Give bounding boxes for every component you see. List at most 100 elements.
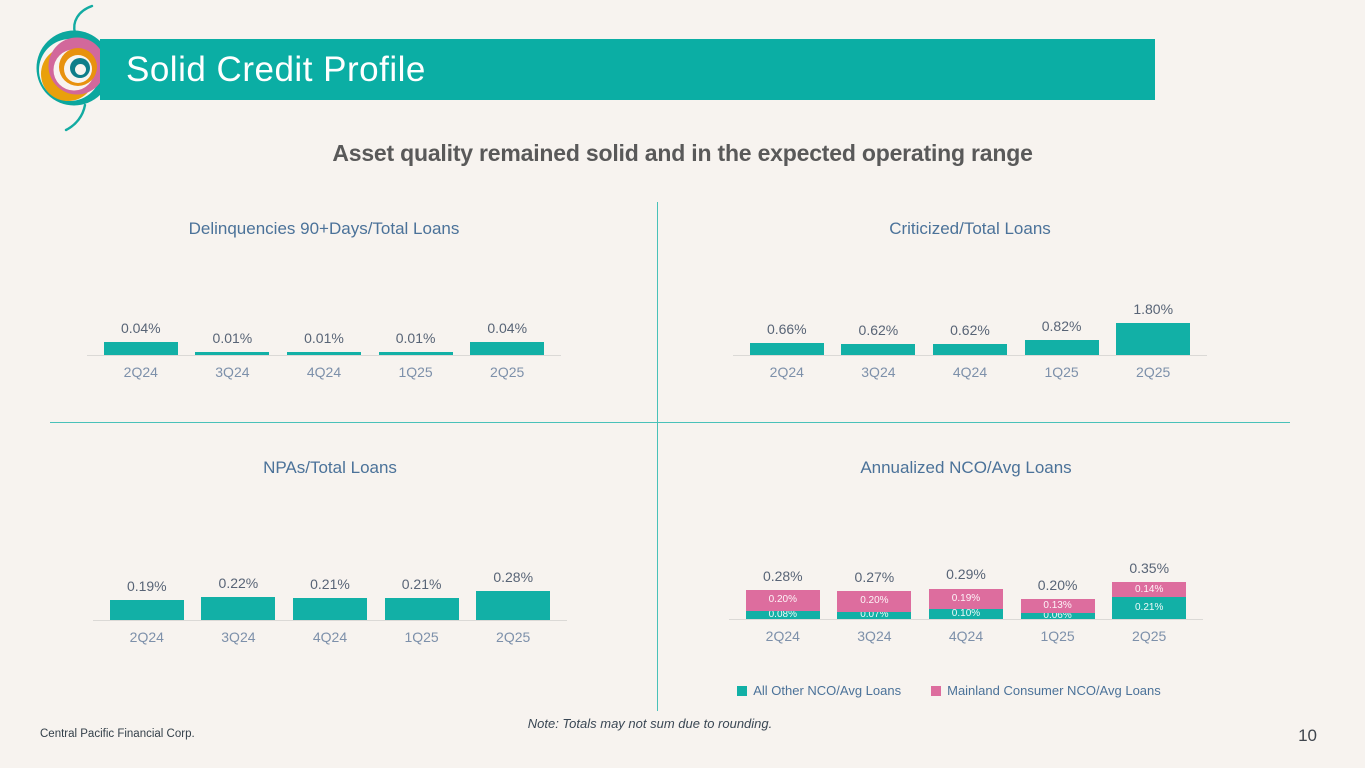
bar-slot: 0.21% xyxy=(284,576,376,620)
plot-area: 0.66% 0.62% 0.62% 0.82% 1.80% xyxy=(741,301,1199,355)
x-axis-line xyxy=(87,355,561,356)
category-label: 2Q25 xyxy=(496,629,531,645)
value-label: 0.01% xyxy=(212,329,253,346)
central-pacific-logo-icon xyxy=(36,4,113,132)
stacked-bar: 0.08% 0.20% xyxy=(745,589,820,620)
bar xyxy=(292,598,367,620)
segment-value-label: 0.14% xyxy=(1135,583,1164,595)
value-label: 0.29% xyxy=(946,566,986,583)
category-axis: 2Q24 3Q24 4Q24 1Q25 2Q25 xyxy=(101,629,559,645)
chart-npas: NPAs/Total Loans 0.19% 0.22% 0.21% 0.21% 0.2… xyxy=(93,458,567,648)
value-label: 0.21% xyxy=(401,576,442,593)
company-name: Central Pacific Financial Corp. xyxy=(40,728,195,740)
value-label: 0.28% xyxy=(762,567,803,584)
category-label: 2Q24 xyxy=(765,628,800,644)
category-label: 4Q24 xyxy=(312,629,348,645)
header-bar: Solid Credit Profile xyxy=(100,39,1155,100)
stacked-bar: 0.06% 0.13% xyxy=(1020,599,1095,621)
chart-title: Criticized/Total Loans xyxy=(889,219,1051,238)
value-label: 0.35% xyxy=(1129,560,1170,577)
bar-segment-pink: 0.20% xyxy=(837,590,912,612)
nco-legend: All Other NCO/Avg Loans Mainland Consume… xyxy=(720,683,1178,698)
value-label: 0.82% xyxy=(1041,318,1082,335)
value-label: 0.20% xyxy=(1037,577,1078,593)
bar xyxy=(470,341,545,355)
bar xyxy=(109,600,184,620)
bar-slot: 0.01% xyxy=(370,330,462,355)
chart-criticized: Criticized/Total Loans 0.66% 0.62% 0.62% 0.… xyxy=(733,219,1207,384)
segment-value-label: 0.07% xyxy=(860,609,889,621)
segment-value-label: 0.21% xyxy=(1135,601,1164,613)
bar xyxy=(378,351,453,355)
category-label: 3Q24 xyxy=(215,364,250,380)
bar xyxy=(195,351,270,355)
legend-label: Mainland Consumer NCO/Avg Loans xyxy=(947,683,1161,698)
bar-slot: 0.01% xyxy=(187,330,279,355)
bar xyxy=(932,343,1007,355)
legend-label: All Other NCO/Avg Loans xyxy=(753,683,902,698)
category-label: 3Q24 xyxy=(857,628,892,644)
segment-value-label: 0.10% xyxy=(951,607,981,619)
category-label: 2Q24 xyxy=(129,629,164,645)
segment-value-label: 0.20% xyxy=(860,595,889,607)
bar xyxy=(201,597,276,620)
bar-segment-teal: 0.10% xyxy=(928,607,1003,619)
stacked-bar: 0.10% 0.19% xyxy=(928,588,1003,619)
bar-segment-teal: 0.21% xyxy=(1112,596,1187,619)
category-axis: 2Q24 3Q24 4Q24 1Q25 2Q25 xyxy=(737,628,1195,644)
category-label: 2Q24 xyxy=(769,364,804,380)
category-label: 1Q25 xyxy=(404,629,439,645)
bar-slot: 0.19% xyxy=(101,578,193,620)
value-label: 0.27% xyxy=(854,568,895,585)
bar-slot: 0.22% xyxy=(193,575,285,620)
category-label: 4Q24 xyxy=(948,628,984,644)
bar-slot: 0.04% xyxy=(461,320,553,355)
bar xyxy=(476,591,551,620)
stacked-bar: 0.07% 0.20% xyxy=(837,590,912,621)
category-label: 3Q24 xyxy=(861,364,896,380)
value-label: 0.01% xyxy=(395,329,436,346)
bar xyxy=(103,341,178,355)
value-label: 0.22% xyxy=(218,575,259,592)
category-label: 1Q25 xyxy=(1040,628,1075,644)
category-label: 2Q25 xyxy=(1136,364,1171,380)
bar-segment-teal: 0.08% xyxy=(745,608,820,620)
category-label: 2Q25 xyxy=(1132,628,1167,644)
value-label: 0.01% xyxy=(304,329,344,346)
page-number: 10 xyxy=(1298,726,1317,745)
chart-title: Delinquencies 90+Days/Total Loans xyxy=(188,219,460,238)
bar-slot: 0.82% xyxy=(1016,318,1108,355)
bar-segment-pink: 0.20% xyxy=(745,589,820,611)
value-label: 0.04% xyxy=(487,319,528,336)
value-label: 0.19% xyxy=(126,578,167,595)
segment-value-label: 0.20% xyxy=(768,594,797,606)
horizontal-divider xyxy=(50,422,1290,423)
bar-slot: 0.01% xyxy=(278,330,370,355)
plot-area: 0.19% 0.22% 0.21% 0.21% 0.28% xyxy=(101,569,559,620)
category-label: 1Q25 xyxy=(1044,364,1079,380)
bar-segment-teal: 0.07% xyxy=(837,609,912,621)
value-label: 0.66% xyxy=(766,321,807,338)
category-axis: 2Q24 3Q24 4Q24 1Q25 2Q25 xyxy=(741,364,1199,380)
category-label: 3Q24 xyxy=(221,629,256,645)
segment-value-label: 0.08% xyxy=(768,608,797,620)
category-label: 4Q24 xyxy=(952,364,988,380)
rounding-note: Note: Totals may not sum due to rounding… xyxy=(527,716,773,731)
bar-segment-teal: 0.06% xyxy=(1020,609,1095,621)
page-title: Solid Credit Profile xyxy=(126,49,426,89)
segment-value-label: 0.06% xyxy=(1043,609,1072,621)
x-axis-line xyxy=(733,355,1207,356)
x-axis-line xyxy=(729,619,1203,620)
value-label: 0.28% xyxy=(493,569,534,586)
bar-slot: 0.10% 0.19% 0.29% xyxy=(920,566,1012,619)
bar xyxy=(1116,322,1191,355)
value-label: 0.04% xyxy=(120,319,161,336)
segment-value-label: 0.19% xyxy=(951,592,981,604)
category-label: 1Q25 xyxy=(398,364,433,380)
chart-delinquencies: Delinquencies 90+Days/Total Loans 0.04% 0… xyxy=(87,219,561,384)
category-axis: 2Q24 3Q24 4Q24 1Q25 2Q25 xyxy=(95,364,553,380)
bar xyxy=(384,598,459,620)
bar-segment-pink: 0.13% xyxy=(1020,599,1095,613)
segment-value-label: 0.13% xyxy=(1043,599,1072,611)
bar-slot: 0.21% 0.14% 0.35% xyxy=(1103,560,1195,619)
